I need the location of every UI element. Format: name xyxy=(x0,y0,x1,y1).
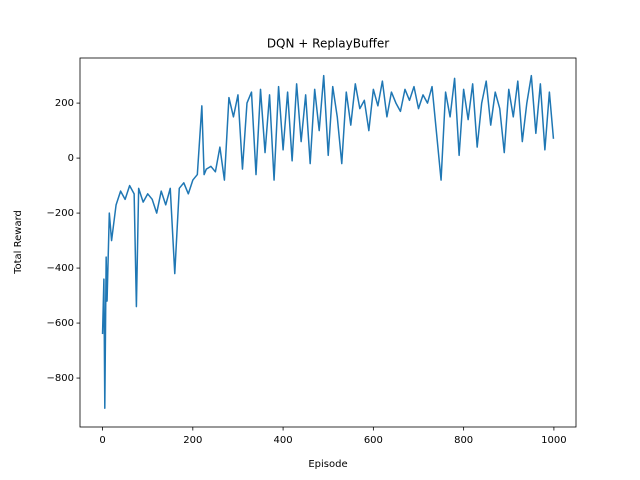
y-tick-label: −800 xyxy=(47,373,74,384)
x-tick-label: 800 xyxy=(454,435,473,446)
y-tick-label: −200 xyxy=(47,208,74,219)
y-axis-label: Total Reward xyxy=(13,210,24,275)
chart-title: DQN + ReplayBuffer xyxy=(267,37,389,51)
x-tick-label: 400 xyxy=(274,435,293,446)
x-tick-label: 1000 xyxy=(541,435,566,446)
x-tick-label: 200 xyxy=(183,435,202,446)
data-line xyxy=(101,74,555,410)
x-tick-label: 600 xyxy=(364,435,383,446)
y-tick-label: −600 xyxy=(47,318,74,329)
x-tick-label: 0 xyxy=(99,435,105,446)
y-tick-label: 0 xyxy=(68,153,74,164)
plot-frame xyxy=(79,57,577,428)
x-axis-label: Episode xyxy=(308,459,347,470)
y-tick-label: 200 xyxy=(55,98,74,109)
y-tick-label: −400 xyxy=(47,263,74,274)
